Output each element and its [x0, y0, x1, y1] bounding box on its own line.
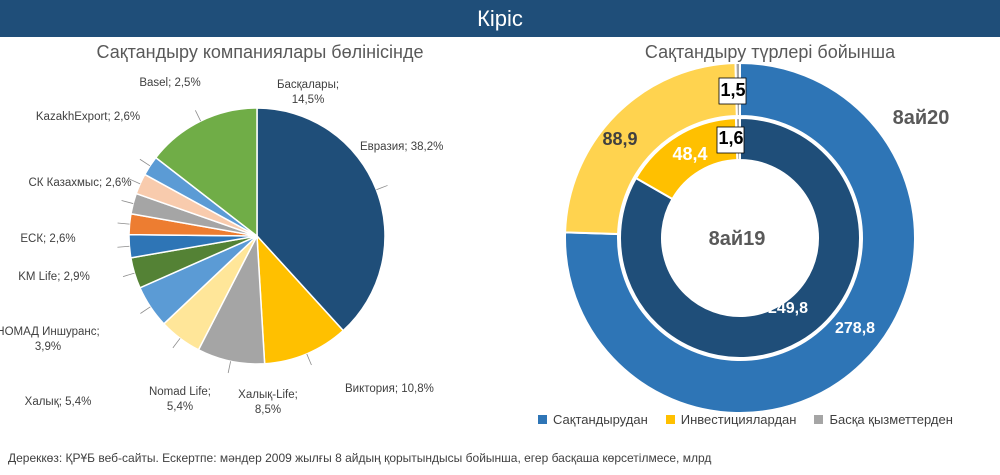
pie-leader-халық-life: [227, 361, 232, 374]
pie-leader-басқалары: [194, 110, 201, 122]
legend-item-other: Басқа қызметтерден: [814, 412, 953, 427]
pie-leader-km-life: [117, 245, 130, 248]
donut-outer-segment-0: [564, 61, 916, 414]
pie-label-халық-life: Халық-Life; 8,5%: [238, 389, 298, 416]
legend-swatch-insurance: [538, 415, 547, 424]
pie-leader-виктория: [306, 353, 312, 366]
donut-inner-label-0: 249,8: [768, 300, 808, 317]
pie-label-nomad-life: Nomad Life; 5,4%: [149, 386, 211, 413]
pie-label-km-life: KM Life; 2,9%: [18, 271, 90, 283]
legend-label-other: Басқа қызметтерден: [829, 412, 953, 427]
donut-inner-label-2: 1,6: [718, 128, 743, 148]
pie-label-евразия: Евразия; 38,2%: [360, 141, 443, 153]
pie-leader-номад-иншуранс: [122, 272, 135, 277]
banner-title: Кіріс: [0, 0, 1000, 37]
pie-label-басқалары: Басқалары; 14,5%: [277, 79, 339, 106]
donut-outer-label-1: 88,9: [602, 129, 637, 149]
legend-label-insurance: Сақтандырудан: [553, 412, 648, 427]
pie-label-basel: Basel; 2,5%: [139, 77, 200, 89]
pie-chart-title: Сақтандыру компаниялары бөлінісінде: [96, 42, 424, 62]
donut-inner-segment-0: [619, 116, 861, 359]
legend-item-investment: Инвестициялардан: [665, 412, 797, 427]
pie-leader-ск-казахмыс: [121, 200, 134, 204]
legend-swatch-investment: [665, 415, 675, 424]
donut-inner-small-label-box: [716, 126, 745, 154]
pie-label-номад-иншуранс: НОМАД Иншуранс; 3,9%: [0, 326, 100, 353]
pie-label-ск-казахмыс: СК Казахмыс; 2,6%: [28, 177, 131, 189]
donut-outer-label-0: 278,8: [835, 320, 875, 337]
pie-label-kazakhexport: KazakhExport; 2,6%: [36, 111, 140, 123]
pie-leader-евразия: [376, 185, 388, 191]
donut-legend: Сақтандырудан Инвестициялардан Басқа қыз…: [538, 412, 988, 427]
pie-label-халық: Халық; 5,4%: [25, 396, 92, 408]
pie-leader-nomad-life: [172, 338, 181, 349]
donut-inner-label-1: 48,4: [672, 144, 707, 164]
pie-slice-басқалары: [154, 107, 258, 238]
source-footnote: Дереккөз: ҚРҰБ веб-сайты. Ескертпе: мәнд…: [8, 451, 712, 465]
legend-label-investment: Инвестициялардан: [680, 412, 797, 427]
legend-item-insurance: Сақтандырудан: [538, 412, 648, 427]
legend-swatch-other: [814, 415, 824, 424]
donut-chart-title: Сақтандыру түрлері бойынша: [644, 42, 896, 62]
donut-inner-series-name: 8ай19: [709, 228, 766, 250]
donut-outer-small-label-box: [718, 77, 747, 105]
pie-label-виктория: Виктория; 10,8%: [345, 383, 434, 395]
pie-label-еск: ЕСК; 2,6%: [20, 233, 75, 245]
pie-leader-kazakhexport: [128, 178, 141, 185]
pie-leader-basel: [139, 158, 151, 167]
donut-outer-series-name: 8ай20: [893, 107, 950, 129]
pie-leader-еск: [117, 222, 130, 225]
donut-outer-label-2: 1,5: [720, 80, 745, 100]
pie-slice-евразия: [256, 107, 386, 332]
pie-leader-халық: [140, 306, 151, 314]
